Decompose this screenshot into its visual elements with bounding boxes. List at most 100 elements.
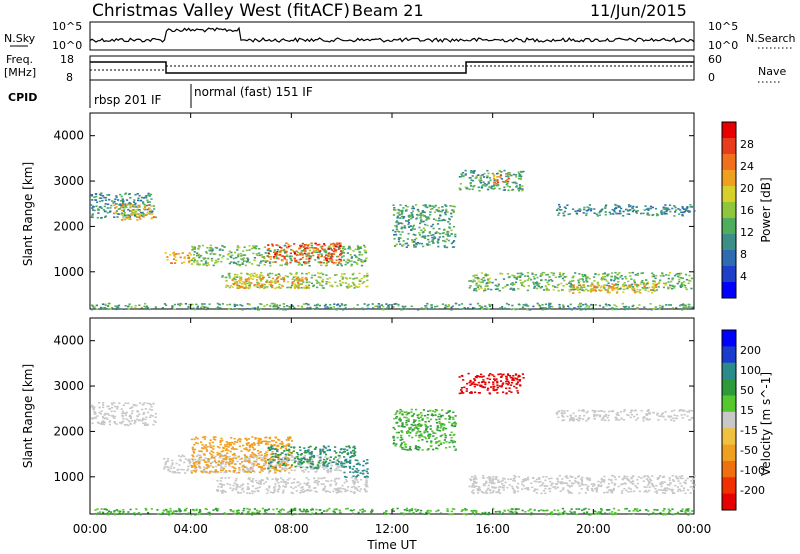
ytick-label: 4000 <box>53 129 84 143</box>
nsky-tick-low-right: 10^0 <box>708 39 738 52</box>
colorbar-swatch <box>722 154 736 171</box>
scatter-region-9 <box>555 409 694 422</box>
scatter-region-10 <box>94 507 694 516</box>
colorbar-swatch <box>722 428 736 446</box>
scatter-region-7 <box>458 372 525 395</box>
freq-trace <box>90 61 694 74</box>
xtick-label: 16:00 <box>475 522 510 536</box>
freq-unit: [MHz] <box>4 66 36 79</box>
xtick-label: 00:00 <box>677 522 712 536</box>
colorbar-tick: -50 <box>740 444 758 457</box>
time-xlabel: Time UT <box>366 538 417 552</box>
velocity-heatmap <box>90 372 696 516</box>
xtick-label: 00:00 <box>73 522 108 536</box>
velocity-cbar-label: Velocity [m s^-1] <box>759 372 773 476</box>
nave-tick-high: 60 <box>708 53 722 66</box>
freq-panel <box>89 55 695 81</box>
scatter-region-8 <box>392 408 458 451</box>
colorbar-swatch <box>722 250 736 267</box>
nsky-tick-high-right: 10^5 <box>708 20 738 33</box>
colorbar-swatch <box>722 444 736 462</box>
colorbar-tick: -200 <box>740 484 765 497</box>
ytick-label: 3000 <box>53 379 84 393</box>
colorbar-tick: -15 <box>740 424 758 437</box>
power-heatmap <box>90 169 696 311</box>
power-cbar-label: Power [dB] <box>759 177 773 242</box>
colorbar-swatch <box>722 362 736 380</box>
freq-label: Freq. <box>6 53 33 66</box>
colorbar-swatch <box>722 202 736 219</box>
freq-tick-low: 8 <box>66 71 73 84</box>
ytick-label: 4000 <box>53 334 84 348</box>
colorbar-swatch <box>722 186 736 203</box>
velocity-ylabel: Slant Range [km] <box>21 364 35 468</box>
velocity-yaxis: 1000 2000 3000 4000 <box>53 334 694 484</box>
colorbar-tick: 24 <box>740 160 754 173</box>
colorbar-tick: 20 <box>740 182 754 195</box>
nsearch-label: N.Search <box>746 32 796 45</box>
scatter-region-9 <box>458 169 525 192</box>
scatter-region-4 <box>343 458 369 478</box>
radar-title: Christmas Valley West (fitACF) <box>92 1 350 21</box>
nsky-label: N.Sky <box>4 32 36 45</box>
scatter-region-3 <box>267 445 357 470</box>
colorbar-tick: 4 <box>740 270 747 283</box>
colorbar-tick: 8 <box>740 248 747 261</box>
colorbar-swatch <box>722 266 736 283</box>
colorbar-tick: 12 <box>740 226 754 239</box>
colorbar-swatch <box>722 493 736 511</box>
scatter-region-6 <box>468 474 696 495</box>
scatter-region-1 <box>113 203 155 221</box>
cpid-segment-normal: normal (fast) 151 IF <box>194 85 313 99</box>
colorbar-swatch <box>722 122 736 139</box>
scatter-region-8 <box>568 283 659 294</box>
colorbar-swatch <box>722 477 736 495</box>
nsky-panel <box>89 21 695 51</box>
nsky-tick-high: 10^5 <box>52 20 82 33</box>
colorbar-swatch <box>722 460 736 478</box>
colorbar-tick: 15 <box>740 404 754 417</box>
colorbar-swatch <box>722 330 736 347</box>
power-colorbar: 4 8 12 16 20 24 28 <box>721 121 754 299</box>
nsky-tick-low: 10^0 <box>52 39 82 52</box>
xtick-label: 04:00 <box>173 522 208 536</box>
colorbar-swatch <box>722 282 736 299</box>
colorbar-tick: 200 <box>740 344 761 357</box>
colorbar-swatch <box>722 234 736 251</box>
ytick-label: 2000 <box>53 424 84 438</box>
scatter-region-2 <box>164 251 192 264</box>
xtick-label: 20:00 <box>576 522 611 536</box>
colorbar-swatch <box>722 138 736 155</box>
colorbar-swatch <box>722 395 736 413</box>
power-yaxis: 1000 2000 3000 4000 <box>53 129 694 279</box>
scatter-region-10 <box>492 174 510 185</box>
power-ylabel: Slant Range [km] <box>21 162 35 266</box>
freq-tick-high: 18 <box>60 53 74 66</box>
colorbar-tick: 28 <box>740 138 754 151</box>
colorbar-tick: 16 <box>740 204 754 217</box>
scatter-region-3 <box>190 244 368 267</box>
power-panel <box>89 112 695 310</box>
colorbar-swatch <box>722 346 736 364</box>
colorbar-swatch <box>722 411 736 429</box>
colorbar-swatch <box>722 218 736 235</box>
date-label: 11/Jun/2015 <box>590 1 687 20</box>
ytick-label: 1000 <box>53 265 84 279</box>
xtick-label: 12:00 <box>375 522 410 536</box>
ytick-label: 1000 <box>53 470 84 484</box>
scatter-region-4 <box>266 242 343 265</box>
scatter-region-11 <box>392 204 457 249</box>
ytick-label: 3000 <box>53 174 84 188</box>
cpid-segment-rbsp: rbsp 201 IF <box>94 93 161 107</box>
beam-label: Beam 21 <box>352 1 424 20</box>
colorbar-swatch <box>722 170 736 187</box>
scatter-region-13 <box>90 302 695 311</box>
velocity-colorbar: 200 100 50 15 -15 -50 -100 -200 <box>721 329 765 511</box>
colorbar-tick: -100 <box>740 464 765 477</box>
cpid-label: CPID <box>8 91 37 104</box>
nave-trace <box>90 65 694 71</box>
nsky-trace <box>89 26 695 43</box>
scatter-region-6 <box>231 276 308 289</box>
nave-label: Nave <box>758 65 786 78</box>
